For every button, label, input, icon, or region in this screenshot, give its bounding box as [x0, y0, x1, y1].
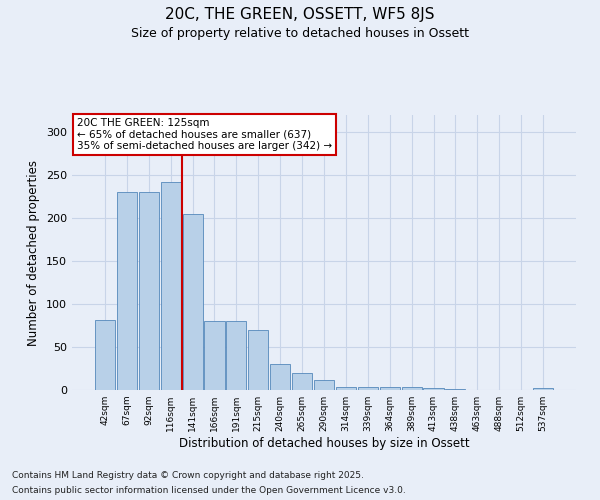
Bar — [533, 388, 553, 390]
Bar — [314, 380, 334, 390]
Bar — [161, 182, 181, 390]
Bar — [292, 373, 312, 390]
Text: Contains public sector information licensed under the Open Government Licence v3: Contains public sector information licen… — [12, 486, 406, 495]
Text: 20C THE GREEN: 125sqm
← 65% of detached houses are smaller (637)
35% of semi-det: 20C THE GREEN: 125sqm ← 65% of detached … — [77, 118, 332, 151]
Bar — [248, 330, 268, 390]
Text: 20C, THE GREEN, OSSETT, WF5 8JS: 20C, THE GREEN, OSSETT, WF5 8JS — [165, 8, 435, 22]
Text: Size of property relative to detached houses in Ossett: Size of property relative to detached ho… — [131, 28, 469, 40]
Bar — [139, 192, 159, 390]
Bar — [182, 214, 203, 390]
Text: Contains HM Land Registry data © Crown copyright and database right 2025.: Contains HM Land Registry data © Crown c… — [12, 471, 364, 480]
Bar — [380, 386, 400, 390]
Bar — [445, 389, 466, 390]
Bar — [358, 386, 378, 390]
Bar — [95, 320, 115, 390]
Bar — [424, 388, 443, 390]
Bar — [401, 388, 422, 390]
X-axis label: Distribution of detached houses by size in Ossett: Distribution of detached houses by size … — [179, 437, 469, 450]
Bar — [336, 386, 356, 390]
Bar — [117, 192, 137, 390]
Bar — [270, 364, 290, 390]
Bar — [205, 322, 224, 390]
Bar — [226, 322, 247, 390]
Y-axis label: Number of detached properties: Number of detached properties — [28, 160, 40, 346]
